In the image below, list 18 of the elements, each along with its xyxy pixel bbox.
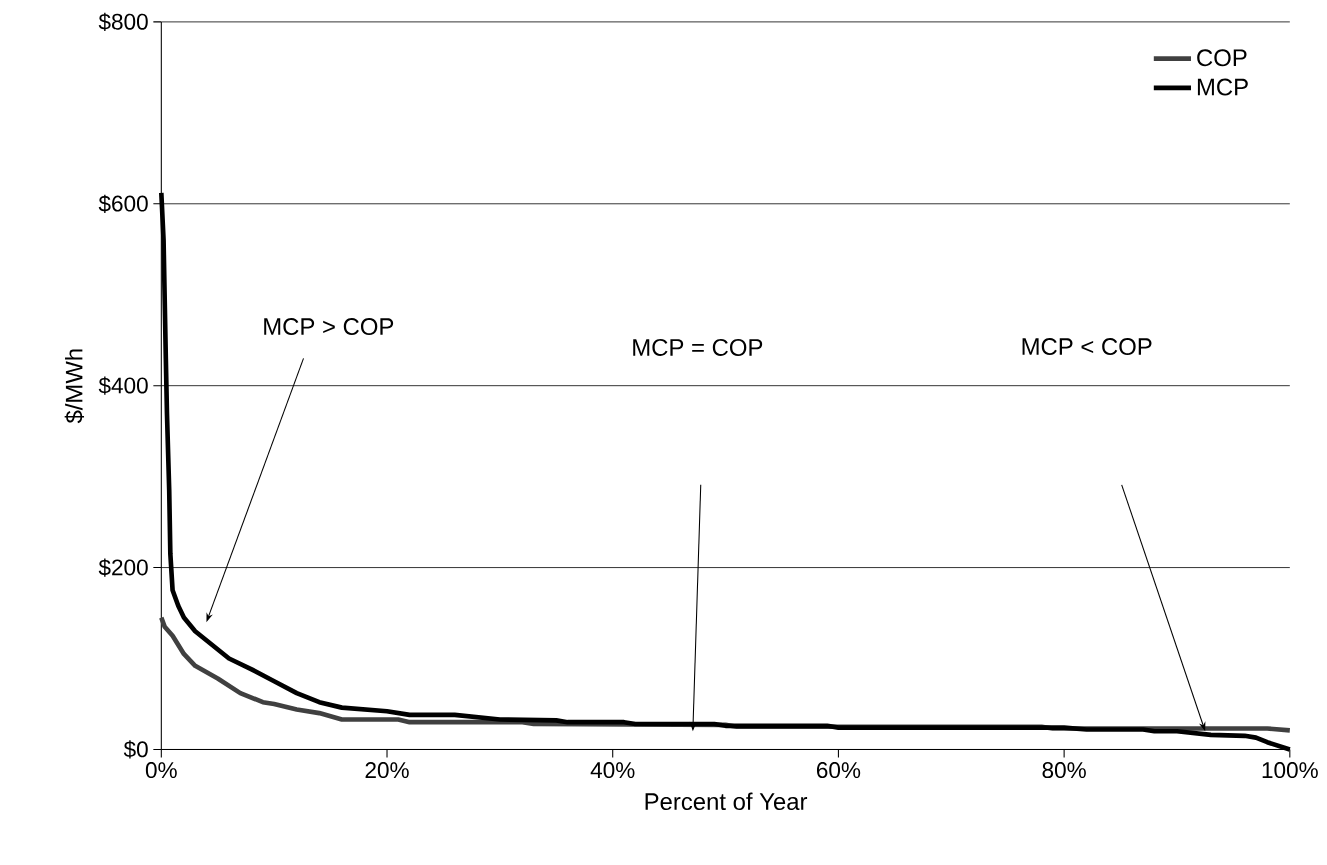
x-tick-label: 100% bbox=[1262, 762, 1318, 779]
legend-label: MCP bbox=[1197, 78, 1248, 96]
y-tick-label: $400 bbox=[98, 376, 148, 395]
y-tick-label: $0 bbox=[123, 740, 148, 759]
annotation: MCP < COP bbox=[1022, 338, 1152, 356]
y-axis-title: $/MWh bbox=[64, 349, 85, 424]
x-tick-label: 0% bbox=[145, 762, 177, 779]
x-tick-label: 40% bbox=[590, 762, 635, 779]
annotation: MCP = COP bbox=[633, 339, 763, 356]
legend-label: COP bbox=[1197, 49, 1247, 67]
x-tick-label: 80% bbox=[1042, 762, 1086, 779]
y-tick-label: $600 bbox=[98, 194, 148, 213]
x-tick-label: 60% bbox=[816, 762, 861, 779]
y-tick-label: $800 bbox=[98, 12, 148, 32]
x-tick-label: 20% bbox=[365, 762, 409, 779]
x-axis-title: Percent of Year bbox=[645, 792, 808, 811]
y-tick-label: $200 bbox=[98, 558, 148, 577]
annotation: MCP > COP bbox=[264, 318, 394, 336]
